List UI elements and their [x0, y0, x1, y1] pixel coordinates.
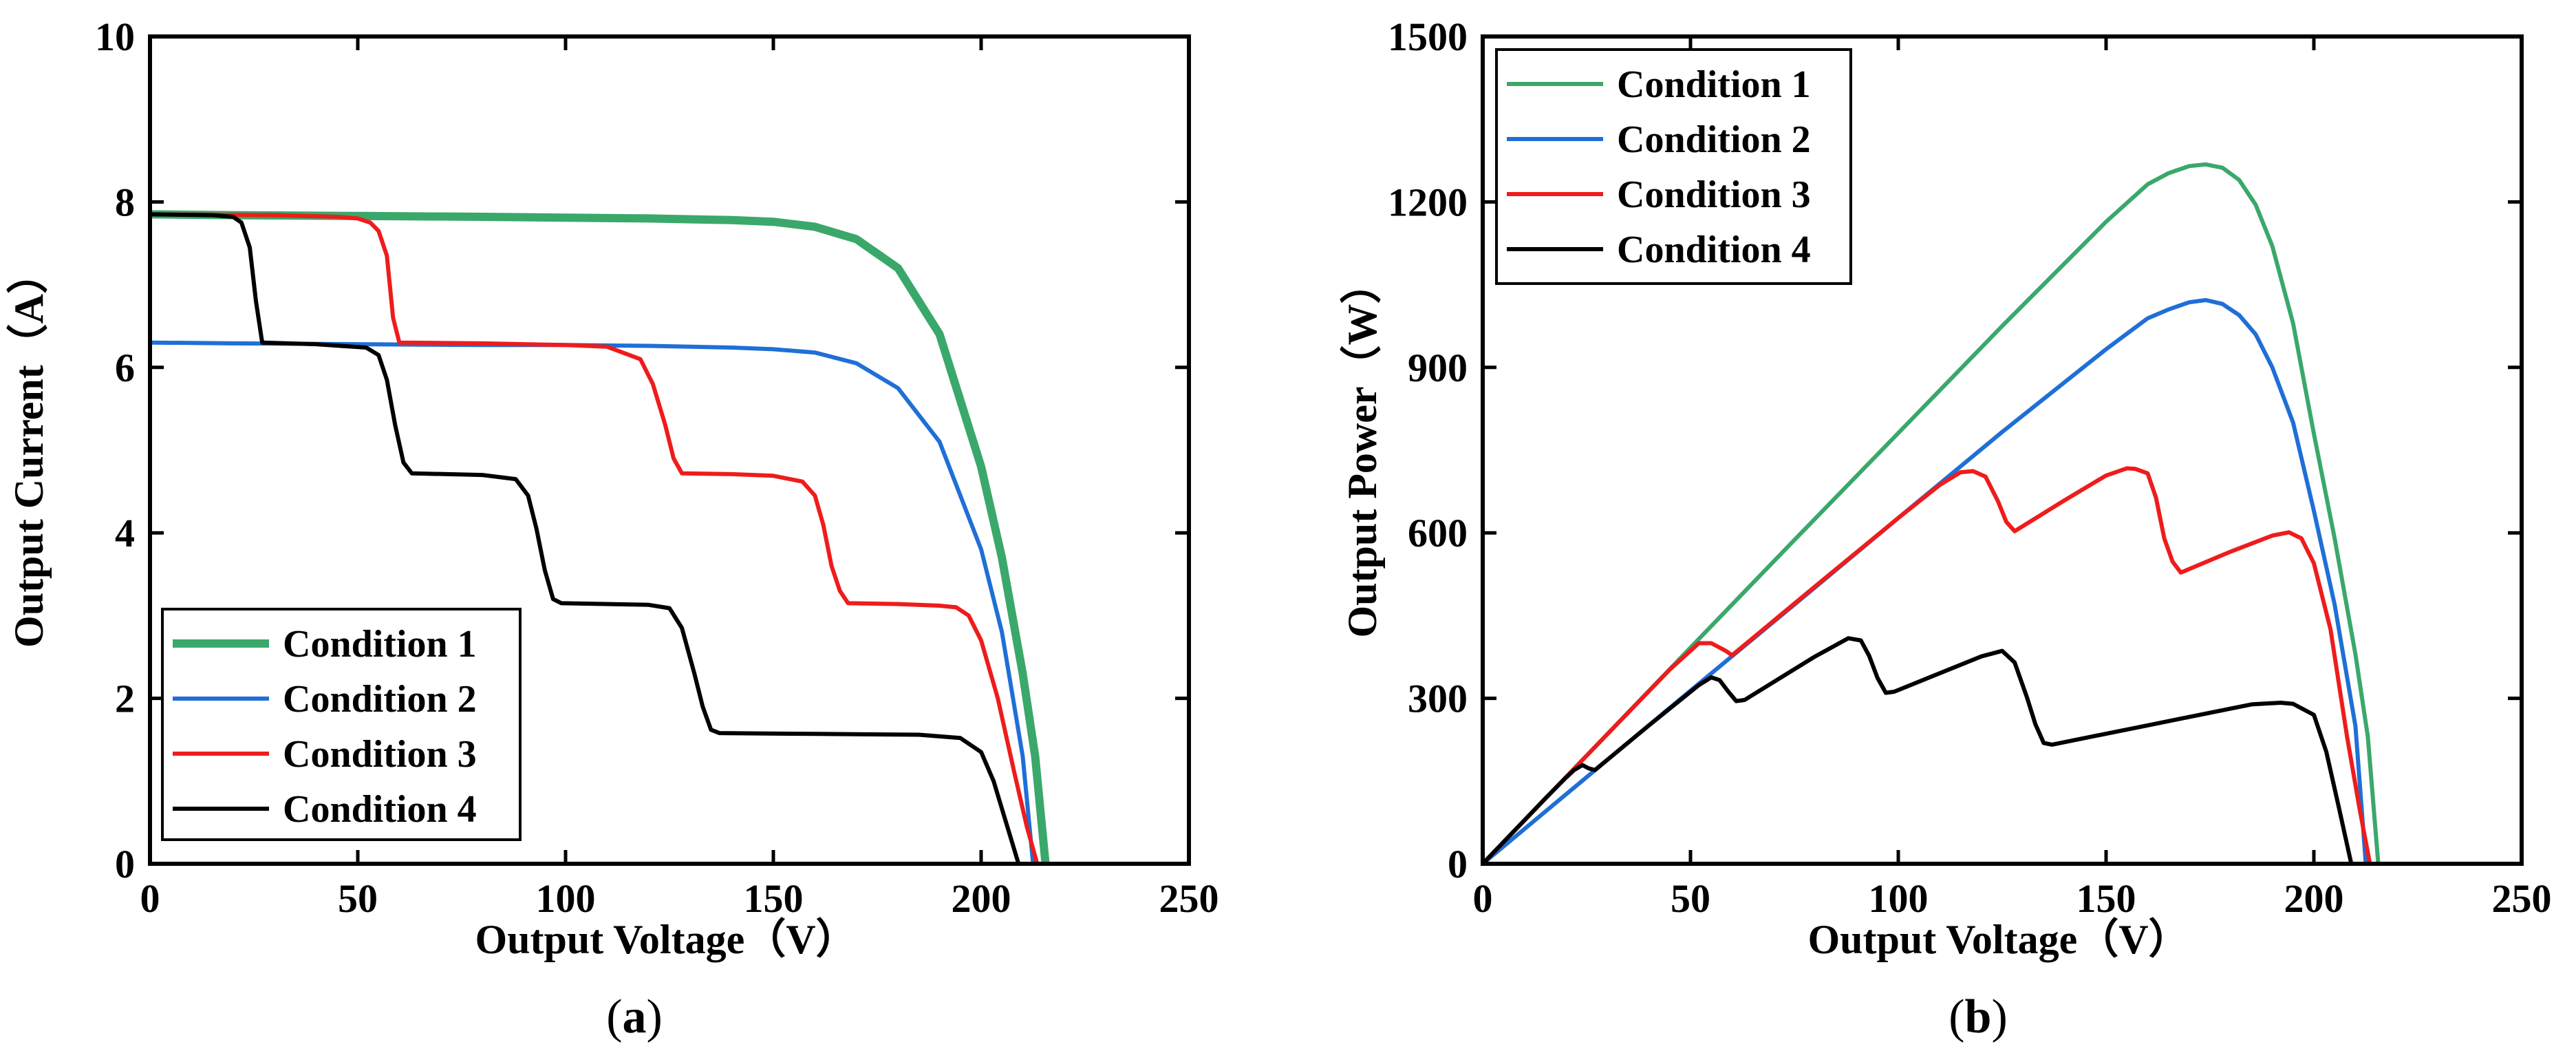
y-tick-label: 0: [115, 842, 135, 886]
x-tick-label: 200: [2284, 876, 2344, 921]
series-line-condition-4: [1483, 636, 2354, 864]
series-line-condition-1: [1483, 162, 2381, 864]
x-tick-label: 250: [1159, 876, 1219, 921]
panel-a-ticks: 0 50 100 150 200 250 0 2 4 6 8 10: [95, 14, 1219, 921]
y-tick-label: 10: [95, 14, 135, 59]
panel-b-ticks: 0 50 100 150 200 250 0 300 600 900 1200 1500: [1388, 14, 2552, 921]
panel-a-current-voltage-chart: 0 50 100 150 200 250 0 2 4 6 8 10 Output Voltage（V）…: [0, 0, 1290, 1059]
panel-a-letter: a: [623, 990, 647, 1043]
y-tick-label: 900: [1408, 346, 1468, 390]
series-line-condition-2: [1483, 298, 2368, 864]
y-tick-label: 0: [1448, 842, 1468, 886]
panel-b-plot-frame: [1481, 34, 2524, 866]
panel-a-plot-frame: [148, 34, 1191, 866]
legend-label-condition-4: Condition 4: [1617, 229, 1811, 271]
legend-label-condition-2: Condition 2: [283, 678, 477, 721]
panel-b-legend: Condition 1 Condition 2 Condition 3 Conditi…: [1495, 48, 1852, 285]
legend-label-condition-3: Condition 3: [283, 733, 477, 776]
x-tick-label: 0: [140, 876, 160, 921]
panel-b-y-axis-title: Output Power（W）: [1339, 263, 1385, 638]
panel-a-legend: Condition 1 Condition 2 Condition 3 Conditi…: [161, 608, 522, 841]
x-tick-label: 100: [536, 876, 596, 921]
legend-label-condition-2: Condition 2: [1617, 118, 1811, 161]
y-tick-label: 600: [1408, 511, 1468, 555]
legend-label-condition-1: Condition 1: [1617, 63, 1811, 106]
panel-a-x-axis-title: Output Voltage（V）: [475, 916, 857, 962]
legend-label-condition-3: Condition 3: [1617, 173, 1811, 216]
panel-b-x-axis-title: Output Voltage（V）: [1807, 916, 2189, 962]
series-line-condition-1: [150, 210, 1050, 864]
y-tick-label: 4: [115, 511, 135, 555]
x-tick-label: 100: [1869, 876, 1929, 921]
panel-a-background: [0, 0, 1290, 1059]
x-tick-label: 250: [2492, 876, 2552, 921]
series-line-condition-4: [150, 212, 1021, 864]
x-tick-label: 50: [338, 876, 378, 921]
legend-label-condition-4: Condition 4: [283, 788, 477, 831]
y-tick-label: 8: [115, 180, 135, 224]
panel-b-label: (b): [1949, 990, 2008, 1043]
y-tick-label: 300: [1408, 677, 1468, 721]
panel-b-power-voltage-chart: 0 50 100 150 200 250 0 300 600 900 1200 1500 Output…: [1339, 14, 2552, 1043]
series-line-condition-3: [150, 212, 1040, 864]
y-tick-label: 2: [115, 677, 135, 721]
legend-box: [1495, 48, 1852, 285]
panel-b-letter: b: [1965, 990, 1992, 1043]
x-tick-label: 200: [952, 876, 1011, 921]
series-line-condition-3: [1483, 466, 2372, 864]
y-tick-label: 1500: [1388, 14, 1468, 59]
x-tick-label: 150: [744, 876, 804, 921]
panel-b-series-layer: [1483, 162, 2381, 864]
y-tick-label: 1200: [1388, 180, 1468, 224]
panel-a-label: (a): [606, 990, 663, 1043]
panel-a-series-layer: [150, 210, 1050, 864]
y-tick-label: 6: [115, 346, 135, 390]
legend-label-condition-1: Condition 1: [283, 623, 477, 666]
x-tick-label: 150: [2076, 876, 2136, 921]
panel-a-y-axis-title: Output Current（A）: [6, 253, 52, 648]
x-tick-label: 0: [1473, 876, 1493, 921]
x-tick-label: 50: [1671, 876, 1710, 921]
